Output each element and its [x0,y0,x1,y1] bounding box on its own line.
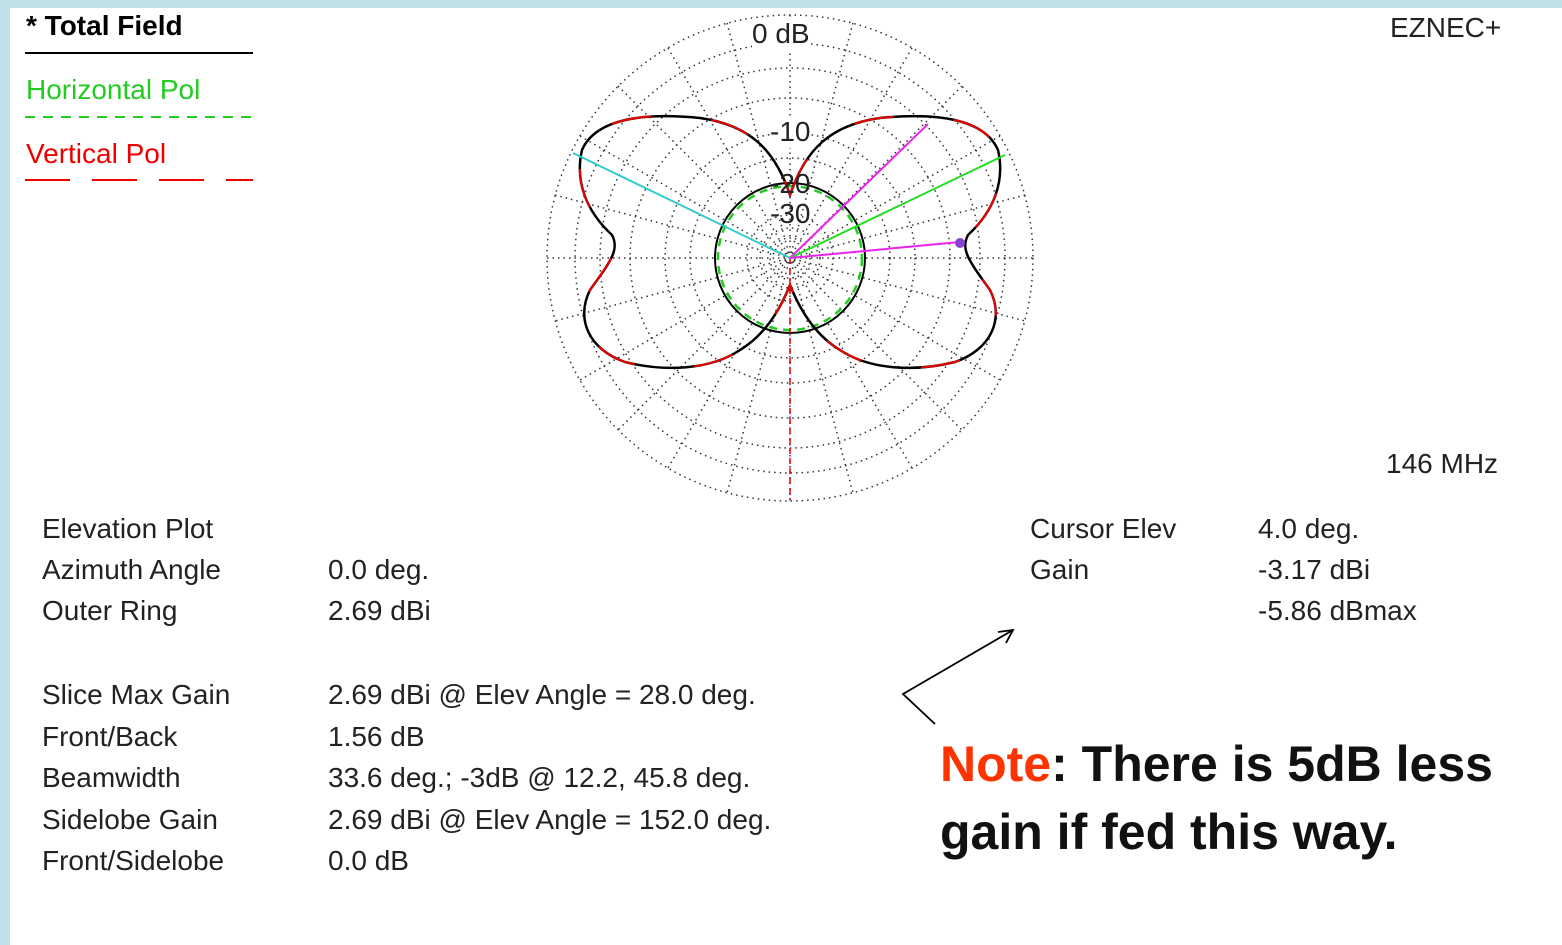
ring-label: -20 [770,168,811,199]
row-label: Elevation Plot [42,513,214,544]
note-text: : There is 5dB less gain if fed this way… [940,736,1493,860]
cursor-label: Gain [1030,554,1090,585]
legend-title: * Total Field [26,10,183,41]
row-value: 2.69 dBi @ Elev Angle = 28.0 deg. [328,679,756,710]
legend-item: Vertical Pol [26,138,167,169]
row-label: Front/Back [42,720,178,752]
plot-window [10,8,1562,945]
brand: EZNEC+ [1390,12,1502,43]
row-value: 0.0 dB [328,845,409,876]
row-label: Slice Max Gain [42,679,231,710]
row-value: 33.6 deg.; -3dB @ 12.2, 45.8 deg. [328,762,751,793]
row-value: 1.56 dB [328,720,425,752]
note: Note: There is 5dB less gain if fed this… [940,730,1540,866]
row-label: Outer Ring [42,595,178,626]
ring-label: -10 [770,116,811,148]
ring-label: -30 [770,198,811,229]
row-label: Beamwidth [42,762,181,793]
cursor-value: -5.86 dBmax [1258,595,1417,626]
cursor-label: Cursor Elev [1030,513,1177,544]
ring-label: 0 dB [752,18,810,50]
row-value: 0.0 deg. [328,554,430,585]
row-label: Azimuth Angle [42,554,221,585]
row-value: 2.69 dBi [328,595,431,626]
frequency: 146 MHz [1386,448,1499,479]
row-label: Front/Sidelobe [42,845,225,876]
cursor-value: 4.0 deg. [1258,513,1360,544]
row-value: 2.69 dBi @ Elev Angle = 152.0 deg. [328,803,772,835]
note-lead: Note [940,736,1052,792]
cursor-value: -3.17 dBi [1258,554,1371,585]
legend-item: Horizontal Pol [26,74,201,105]
row-label: Sidelobe Gain [42,803,218,835]
